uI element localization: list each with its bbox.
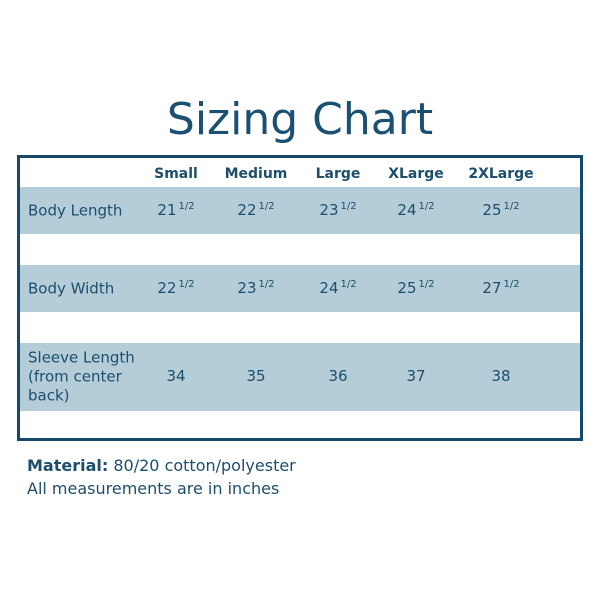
title: Sizing Chart <box>166 94 434 145</box>
row-label: Sleeve Length (from center back) <box>28 348 135 405</box>
row-band <box>20 187 580 234</box>
fraction: 1/2 <box>258 278 275 290</box>
whole-number: 38 <box>491 367 511 385</box>
units-note: All measurements are in inches <box>27 479 280 498</box>
whole-number: 37 <box>406 367 426 385</box>
fraction: 1/2 <box>340 200 357 212</box>
column-header: Large <box>315 166 361 182</box>
size-table: Small Medium Large XLarge 2XLarge Body Length… <box>17 155 583 441</box>
cell-value: 37 <box>406 367 425 385</box>
cell-value: 23 1/2 <box>237 279 274 297</box>
whole-number: 21 <box>157 200 177 219</box>
row-band <box>20 343 580 411</box>
cell-value: 25 1/2 <box>482 201 519 219</box>
row-label: Body Length <box>28 201 123 219</box>
column-header: Medium <box>224 166 288 182</box>
whole-number: 36 <box>328 367 348 385</box>
row-label: Body Width <box>28 279 115 297</box>
column-header: Small <box>154 166 198 182</box>
whole-number: 24 <box>397 200 417 219</box>
whole-number: 34 <box>166 367 186 385</box>
fraction: 1/2 <box>418 278 435 290</box>
cell-value: 24 1/2 <box>319 279 356 297</box>
fraction: 1/2 <box>503 200 520 212</box>
cell-value: 36 <box>328 367 347 385</box>
material-value: 80/20 cotton/polyester <box>113 456 296 475</box>
cell-value: 21 1/2 <box>157 201 194 219</box>
cell-value: 35 <box>246 367 265 385</box>
cell-value: 23 1/2 <box>319 201 356 219</box>
material-label: Material: <box>27 456 109 475</box>
whole-number: 35 <box>246 367 266 385</box>
whole-number: 22 <box>157 278 177 297</box>
whole-number: 22 <box>237 200 257 219</box>
whole-number: 24 <box>319 278 339 297</box>
fraction: 1/2 <box>503 278 520 290</box>
cell-value: 38 <box>491 367 510 385</box>
cell-value: 34 <box>166 367 185 385</box>
fraction: 1/2 <box>340 278 357 290</box>
column-header: 2XLarge <box>468 166 534 182</box>
cell-value: 27 1/2 <box>482 279 519 297</box>
row-band <box>20 265 580 312</box>
cell-value: 22 1/2 <box>237 201 274 219</box>
fraction: 1/2 <box>418 200 435 212</box>
fraction: 1/2 <box>178 278 195 290</box>
whole-number: 23 <box>319 200 339 219</box>
cell-value: 25 1/2 <box>397 279 434 297</box>
cell-value: 22 1/2 <box>157 279 194 297</box>
whole-number: 27 <box>482 278 502 297</box>
material-note: Material: 80/20 cotton/polyester <box>27 456 296 475</box>
whole-number: 23 <box>237 278 257 297</box>
fraction: 1/2 <box>258 200 275 212</box>
whole-number: 25 <box>482 200 502 219</box>
fraction: 1/2 <box>178 200 195 212</box>
whole-number: 25 <box>397 278 417 297</box>
cell-value: 24 1/2 <box>397 201 434 219</box>
column-header: XLarge <box>388 166 444 182</box>
